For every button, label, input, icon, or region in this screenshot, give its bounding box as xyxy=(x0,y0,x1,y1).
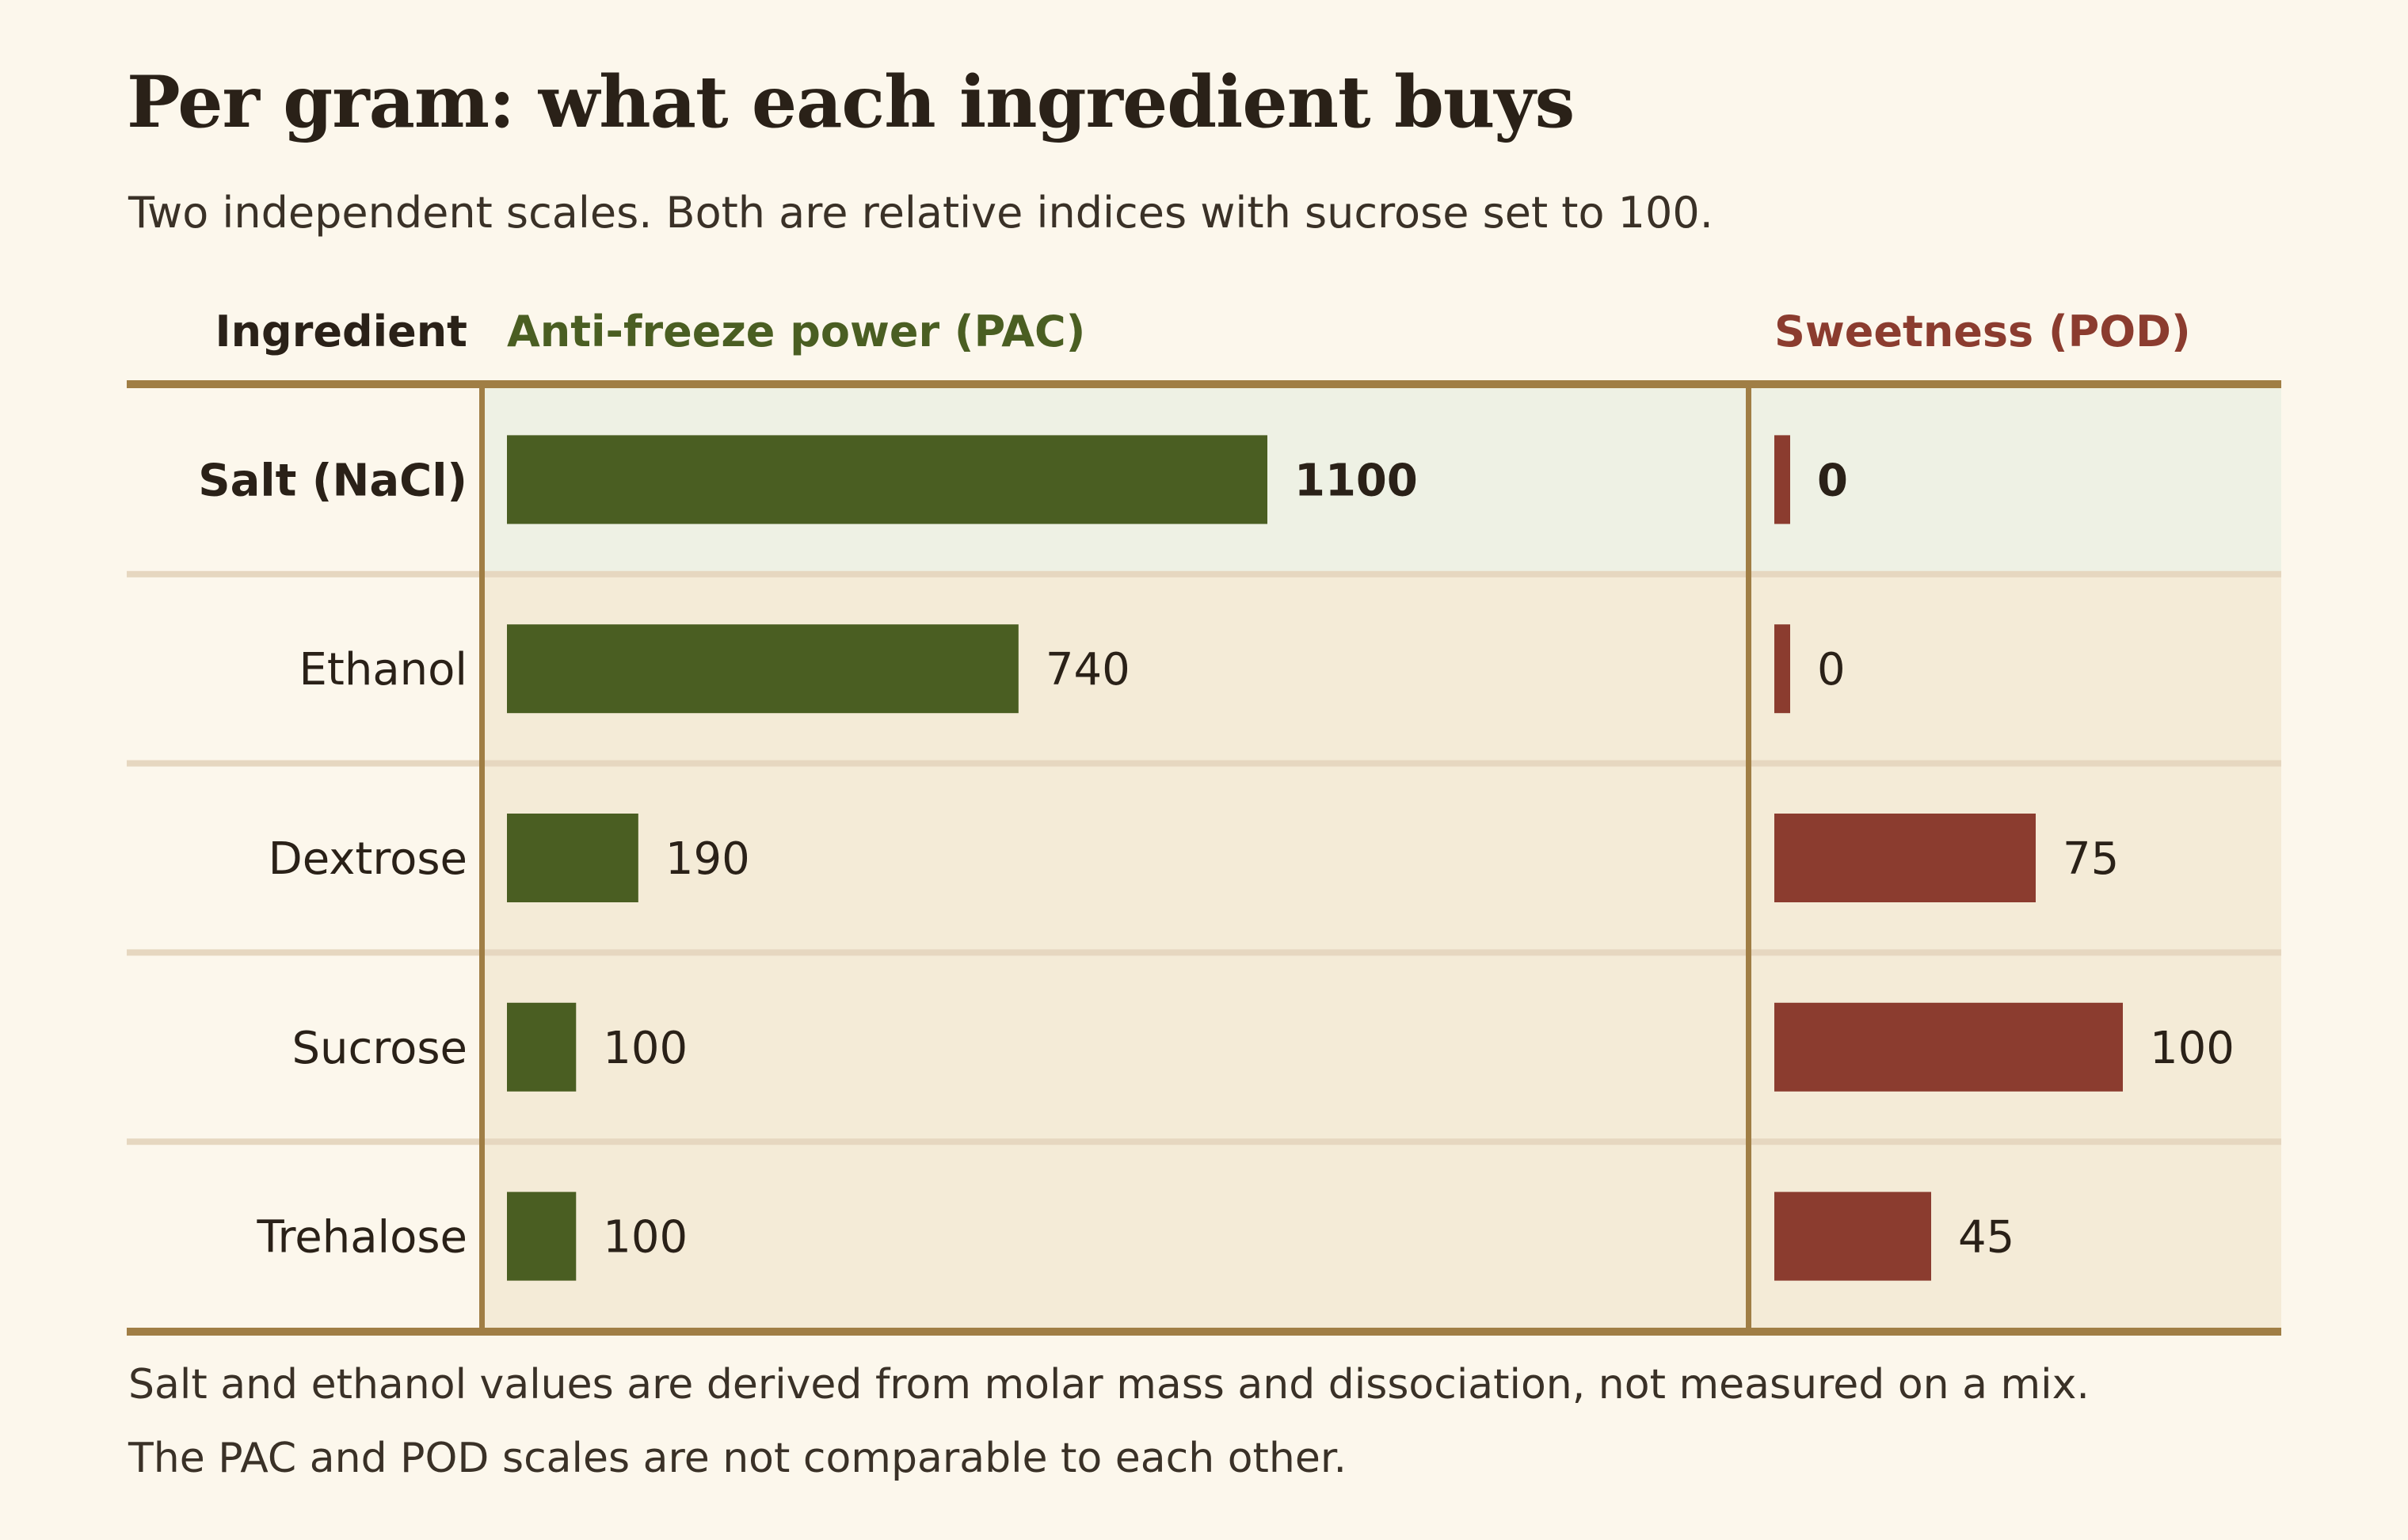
pac-bar-trehalose xyxy=(507,1191,577,1281)
row-divider xyxy=(127,949,2281,956)
row-divider xyxy=(127,570,2281,578)
pod-value-label-ethanol: 0 xyxy=(1817,644,1846,696)
pod-value-label-trehalose: 45 xyxy=(1958,1212,2014,1264)
footnote-derivation: Salt and ethanol values are derived from… xyxy=(128,1361,2090,1408)
pac-bar-dextrose xyxy=(507,814,638,902)
row-background-trehalose xyxy=(482,1142,2281,1331)
pod-bar-ethanol xyxy=(1774,624,1790,714)
table-top-rule xyxy=(127,380,2281,388)
pac-value-label-ethanol: 740 xyxy=(1046,644,1130,696)
row-divider xyxy=(127,1138,2281,1145)
chart-title: Per gram: what each ingredient buys xyxy=(127,60,1575,144)
pod-bar-trehalose xyxy=(1774,1191,1931,1281)
category-label-trehalose: Trehalose xyxy=(257,1212,467,1264)
column-divider-pac-pod xyxy=(1746,385,1751,1331)
pac-column-header: Anti-freeze power (PAC) xyxy=(507,307,1086,356)
pod-column-header: Sweetness (POD) xyxy=(1774,307,2191,356)
pac-value-label-salt-nacl: 1100 xyxy=(1294,455,1418,506)
pod-value-label-dextrose: 75 xyxy=(2063,833,2119,885)
category-label-dextrose: Dextrose xyxy=(269,833,467,885)
column-divider-ingredient-pac xyxy=(479,385,485,1331)
pod-bar-salt-nacl xyxy=(1774,435,1790,524)
pac-bar-ethanol xyxy=(507,624,1019,714)
pod-bar-sucrose xyxy=(1774,1002,2123,1092)
category-label-salt-nacl: Salt (NaCl) xyxy=(198,455,467,506)
ingredient-column-header: Ingredient xyxy=(215,307,468,356)
pac-bar-sucrose xyxy=(507,1002,577,1092)
pod-value-label-sucrose: 100 xyxy=(2150,1023,2235,1074)
pod-bar-dextrose xyxy=(1774,814,2036,902)
category-label-ethanol: Ethanol xyxy=(299,644,467,696)
pac-value-label-sucrose: 100 xyxy=(603,1023,688,1074)
pac-value-label-dextrose: 190 xyxy=(665,833,750,885)
category-label-sucrose: Sucrose xyxy=(291,1023,467,1074)
row-divider xyxy=(127,760,2281,767)
footnote-scales: The PAC and POD scales are not comparabl… xyxy=(128,1435,1347,1482)
chart-subtitle: Two independent scales. Both are relativ… xyxy=(128,188,1713,238)
pac-value-label-trehalose: 100 xyxy=(603,1212,688,1264)
pac-bar-salt-nacl xyxy=(507,435,1267,524)
pod-value-label-salt-nacl: 0 xyxy=(1817,455,1848,506)
table-bottom-rule xyxy=(127,1328,2281,1336)
